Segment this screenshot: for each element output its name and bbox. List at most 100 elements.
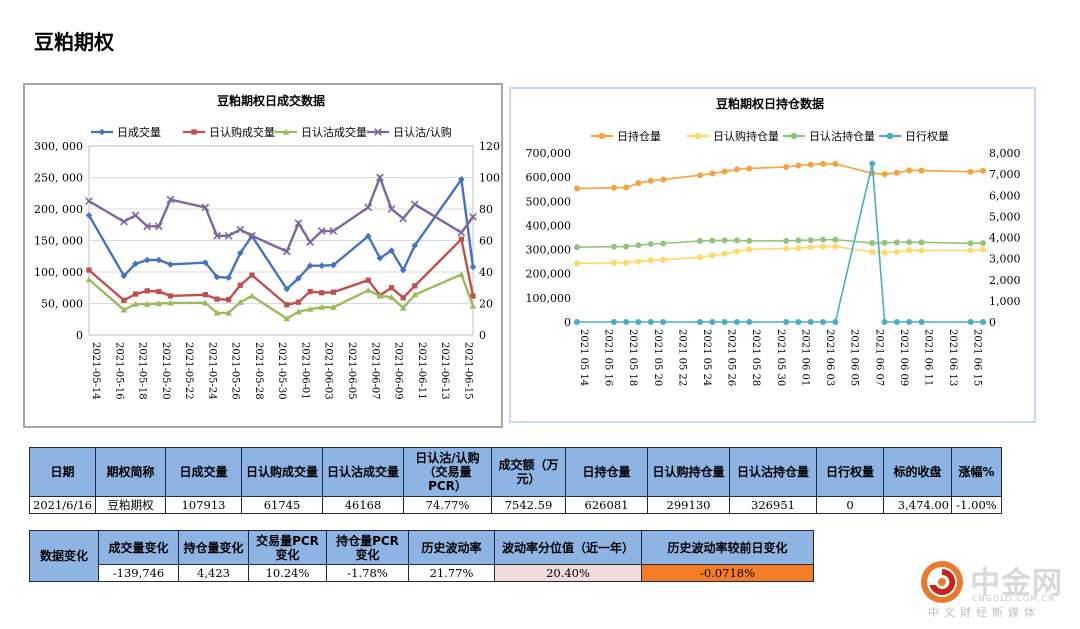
cell-open-interest-change: 4,423 bbox=[178, 564, 249, 582]
data-point bbox=[399, 214, 408, 223]
data-point bbox=[388, 285, 395, 291]
y-left-tick-label: 250, 000 bbox=[34, 172, 83, 185]
data-point bbox=[832, 243, 839, 250]
series-line bbox=[87, 176, 475, 291]
legend-label: 日认沽/认购 bbox=[393, 125, 452, 139]
cell-volume-change: -139,746 bbox=[98, 564, 179, 582]
row-header-data-change: 数据变化 bbox=[29, 530, 99, 582]
data-point bbox=[574, 185, 580, 192]
x-tick-label: 2021-05-18 bbox=[137, 342, 148, 400]
data-point bbox=[906, 319, 913, 325]
x-tick-label: 2021-06-03 bbox=[323, 342, 334, 400]
data-point bbox=[318, 303, 326, 310]
data-point bbox=[893, 248, 900, 255]
y-left-tick-label: 700,000 bbox=[526, 147, 572, 160]
x-tick-label: 2021-05-28 bbox=[253, 342, 264, 400]
data-point bbox=[85, 276, 93, 283]
data-point bbox=[635, 319, 642, 325]
chart-title: 豆粕期权日持仓数据 bbox=[716, 96, 824, 111]
x-tick-label: 2021 06 05 bbox=[849, 329, 860, 386]
logo-url: CNGOLD.COM.CN bbox=[972, 594, 1056, 603]
data-point bbox=[746, 319, 753, 325]
data-point bbox=[387, 205, 396, 213]
data-point bbox=[120, 272, 128, 280]
cell-pcr: 74.77% bbox=[403, 496, 492, 514]
data-point bbox=[248, 292, 256, 299]
data-point bbox=[820, 236, 827, 243]
data-point bbox=[746, 237, 753, 244]
series-group bbox=[85, 173, 477, 256]
data-point bbox=[795, 245, 802, 252]
legend-item: 日认沽/认购 bbox=[367, 125, 452, 139]
x-tick-label: 2021 05 18 bbox=[627, 329, 638, 386]
legend-item: 日成交量 bbox=[91, 125, 161, 139]
y-left-tick-label: 0 bbox=[564, 316, 571, 329]
legend-marker bbox=[694, 132, 702, 140]
data-point bbox=[284, 302, 290, 308]
data-point bbox=[635, 242, 642, 249]
y-right-tick-label: 80 bbox=[479, 203, 493, 216]
data-point bbox=[318, 262, 326, 269]
data-point bbox=[469, 213, 477, 221]
x-tick-label: 2021 05 22 bbox=[676, 329, 687, 386]
data-point bbox=[610, 259, 617, 266]
x-tick-label: 2021-05-24 bbox=[206, 342, 217, 400]
data-point bbox=[697, 172, 704, 179]
data-point bbox=[918, 167, 925, 174]
x-tick-label: 2021-06-13 bbox=[439, 342, 450, 400]
data-point bbox=[869, 160, 876, 167]
open-interest-chart: 豆粕期权日持仓数据 0 100,000 200,000 300,000 400,000 50… bbox=[509, 87, 1036, 423]
data-point bbox=[85, 197, 93, 205]
data-point bbox=[307, 288, 313, 295]
data-change-header-row: 数据变化 成交量变化 持仓量变化 交易量PCR变化 持仓量PCR变化 历史波动率… bbox=[29, 530, 814, 582]
data-point bbox=[881, 239, 888, 246]
cell-underlying-close: 3,474.00 bbox=[883, 496, 952, 514]
x-tick-label: 2021 05 16 bbox=[603, 329, 614, 386]
data-point bbox=[213, 273, 221, 281]
x-tick-label: 2021 05 14 bbox=[578, 329, 589, 386]
data-point bbox=[869, 240, 876, 247]
data-point bbox=[807, 237, 814, 244]
data-point bbox=[820, 160, 827, 167]
x-tick-label: 2021 06 01 bbox=[799, 329, 810, 386]
data-point bbox=[906, 167, 913, 174]
cell-historical-volatility: 21.77% bbox=[408, 564, 495, 582]
x-tick-label: 2021 06 03 bbox=[824, 329, 835, 386]
data-point bbox=[458, 236, 465, 242]
data-point bbox=[364, 203, 373, 212]
data-point bbox=[201, 203, 210, 212]
legend-item: 日持仓量 bbox=[591, 129, 661, 143]
data-point bbox=[906, 247, 913, 254]
header-volume-change: 成交量变化 bbox=[98, 530, 179, 565]
data-point bbox=[306, 238, 314, 246]
data-point bbox=[647, 257, 654, 264]
data-point bbox=[214, 296, 220, 302]
y-right-tick-label: 5,000 bbox=[989, 210, 1021, 223]
header-daily-volume: 日成交量 bbox=[165, 447, 242, 497]
cell-put-volume: 46168 bbox=[322, 496, 404, 514]
data-point bbox=[820, 319, 827, 325]
data-point bbox=[121, 297, 127, 303]
data-point bbox=[746, 165, 753, 172]
data-point bbox=[697, 237, 704, 244]
data-point bbox=[365, 277, 371, 283]
data-point bbox=[225, 297, 232, 303]
page-title: 豆粕期权 bbox=[34, 30, 114, 54]
data-point bbox=[295, 275, 302, 282]
data-point bbox=[918, 319, 925, 325]
series-group bbox=[574, 243, 986, 267]
data-point bbox=[893, 319, 900, 325]
cngold-logo: 中金网 CNGOLD.COM.CN 中文财经新媒体 bbox=[920, 558, 1070, 619]
data-point bbox=[236, 298, 244, 305]
x-tick-label: 2021-05-16 bbox=[113, 342, 124, 400]
data-point bbox=[330, 261, 337, 269]
data-point bbox=[364, 232, 372, 240]
data-point bbox=[156, 288, 162, 295]
x-tick-label: 2021 05 24 bbox=[701, 329, 712, 386]
data-point bbox=[721, 237, 728, 244]
data-point bbox=[783, 319, 790, 325]
cell-date: 2021/6/16 bbox=[29, 496, 96, 514]
y-left-tick-label: 50, 000 bbox=[41, 298, 83, 311]
data-point bbox=[980, 246, 986, 253]
legend-marker bbox=[282, 128, 290, 135]
